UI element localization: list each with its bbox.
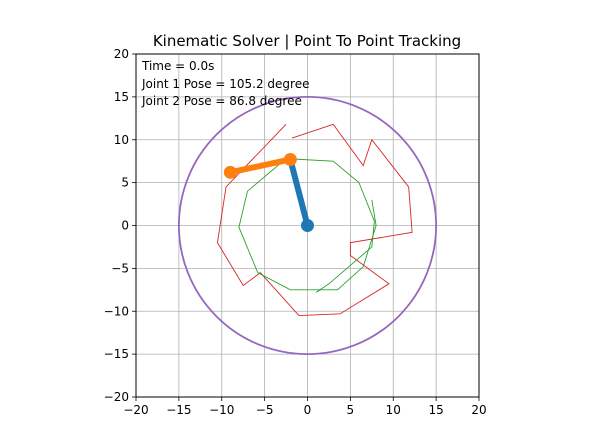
x-tick-label: −10	[209, 403, 234, 417]
y-tick-label: 15	[114, 90, 129, 104]
tracked-path	[238, 158, 377, 293]
x-tick-label: 0	[304, 403, 312, 417]
y-tick-label: −5	[111, 261, 129, 275]
y-tick-label: 5	[121, 176, 129, 190]
chart-title: Kinematic Solver | Point To Point Tracki…	[153, 32, 461, 50]
y-tick-label: 0	[121, 219, 129, 233]
x-tick-label: 20	[471, 403, 486, 417]
annotation-joint1: Joint 1 Pose = 105.2 degree	[141, 77, 309, 91]
x-tick-label: 15	[428, 403, 443, 417]
y-tick-label: −10	[104, 304, 129, 318]
plot-area	[177, 95, 438, 356]
arm-link-1	[287, 156, 311, 229]
arm-base-joint	[301, 219, 314, 232]
x-tick-label: −5	[256, 403, 274, 417]
arm-elbow-joint	[283, 152, 297, 166]
workspace-circle	[177, 95, 438, 356]
x-tick-label: −20	[123, 403, 148, 417]
annotations: Time = 0.0s Joint 1 Pose = 105.2 degree …	[141, 59, 309, 108]
y-tick-label: 10	[114, 133, 129, 147]
axis-ticks: −20 −15 −10 −5 0 5 10 15 20 −20 −15 −10 −5 0 5 10 15 20	[104, 47, 487, 417]
y-tick-label: −20	[104, 390, 129, 404]
y-tick-label: −15	[104, 347, 129, 361]
annotation-joint2: Joint 2 Pose = 86.8 degree	[141, 94, 302, 108]
y-tick-label: 20	[114, 47, 129, 61]
x-tick-label: 5	[347, 403, 355, 417]
arm-link-2	[227, 156, 294, 176]
x-tick-label: 10	[386, 403, 401, 417]
target-path	[216, 123, 413, 316]
x-tick-label: −15	[166, 403, 191, 417]
arm-end-effector	[223, 165, 237, 179]
annotation-time: Time = 0.0s	[141, 59, 214, 73]
